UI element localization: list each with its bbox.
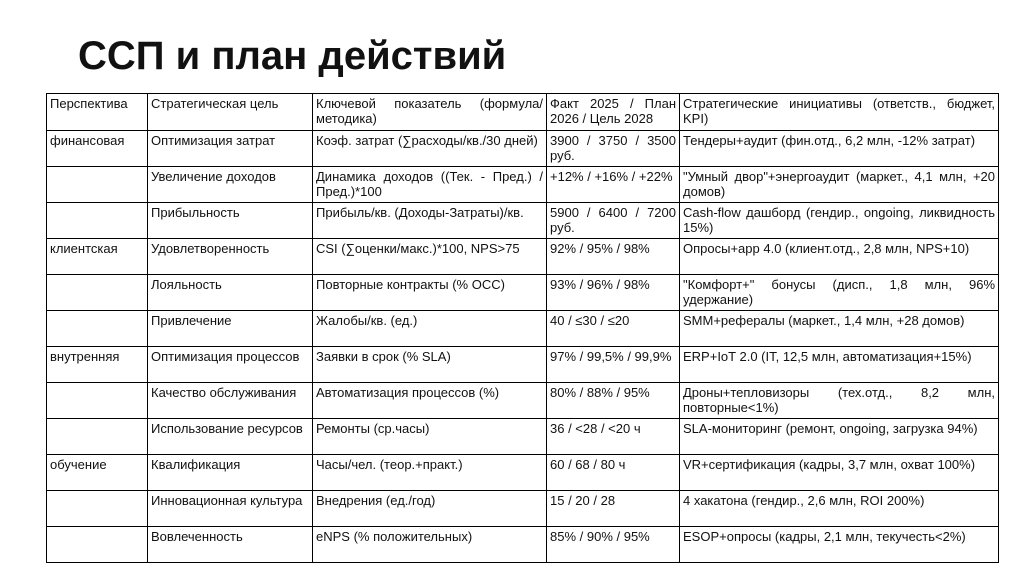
table-cell: 85% / 90% / 95% <box>546 526 680 563</box>
table-cell: Увеличение доходов <box>147 166 313 203</box>
header-cell: Ключевой показатель (формула/методика) <box>312 93 547 131</box>
table-cell: Лояльность <box>147 274 313 311</box>
table-row: Использование ресурсов Ремонты (ср.часы) 3… <box>46 418 999 455</box>
table-cell: VR+сертификация (кадры, 3,7 млн, охват 1… <box>679 454 999 491</box>
table-cell: +12% / +16% / +22% <box>546 166 680 203</box>
table-cell: Вовлеченность <box>147 526 313 563</box>
header-cell: Стратегические инициативы (ответств., бю… <box>679 93 999 131</box>
table-cell: 40 / ≤30 / ≤20 <box>546 310 680 347</box>
table-cell: 92% / 95% / 98% <box>546 238 680 275</box>
table-cell: SLA-мониторинг (ремонт, ongoing, загрузк… <box>679 418 999 455</box>
table-cell: 15 / 20 / 28 <box>546 490 680 527</box>
table-cell: Дроны+тепловизоры (тех.отд., 8,2 млн, по… <box>679 382 999 419</box>
table-cell: eNPS (% положительных) <box>312 526 547 563</box>
table-cell: "Комфорт+" бонусы (дисп., 1,8 млн, 96% у… <box>679 274 999 311</box>
table-cell: Инновационная культура <box>147 490 313 527</box>
table-cell: Квалификация <box>147 454 313 491</box>
table-cell: CSI (∑оценки/макс.)*100, NPS>75 <box>312 238 547 275</box>
table-cell: Привлечение <box>147 310 313 347</box>
table-cell: Динамика доходов ((Тек. - Пред.) / Пред.… <box>312 166 547 203</box>
table-cell: 36 / <28 / <20 ч <box>546 418 680 455</box>
table-cell <box>46 418 148 455</box>
table-cell: Заявки в срок (% SLA) <box>312 346 547 383</box>
table-cell: Жалобы/кв. (ед.) <box>312 310 547 347</box>
table-cell: финансовая <box>46 130 148 167</box>
table-cell <box>46 490 148 527</box>
table-cell: Использование ресурсов <box>147 418 313 455</box>
table-cell: "Умный двор"+энергоаудит (маркет., 4,1 м… <box>679 166 999 203</box>
header-cell: Факт 2025 / План 2026 / Цель 2028 <box>546 93 680 131</box>
table-cell: Качество обслуживания <box>147 382 313 419</box>
table-cell: Повторные контракты (% ОСС) <box>312 274 547 311</box>
table-cell <box>46 382 148 419</box>
table-cell: 97% / 99,5% / 99,9% <box>546 346 680 383</box>
table-cell: 93% / 96% / 98% <box>546 274 680 311</box>
table-cell <box>46 166 148 203</box>
table-cell: ESOP+опросы (кадры, 2,1 млн, текучесть<2… <box>679 526 999 563</box>
table-cell: Часы/чел. (теор.+практ.) <box>312 454 547 491</box>
header-cell: Стратегическая цель <box>147 93 313 131</box>
table-cell <box>46 526 148 563</box>
table-cell: 4 хакатона (гендир., 2,6 млн, ROI 200%) <box>679 490 999 527</box>
table-cell: Оптимизация затрат <box>147 130 313 167</box>
table-cell: Ремонты (ср.часы) <box>312 418 547 455</box>
table-cell: 3900 / 3750 / 3500 руб. <box>546 130 680 167</box>
table-cell: клиентская <box>46 238 148 275</box>
header-cell: Перспектива <box>46 93 148 131</box>
table-row: Качество обслуживания Автоматизация проце… <box>46 382 999 419</box>
table-row: Привлечение Жалобы/кв. (ед.) 40 / ≤30 / ≤2… <box>46 310 999 347</box>
table-row: клиентская Удовлетворенность CSI (∑оценки/… <box>46 238 999 275</box>
table-cell: Удовлетворенность <box>147 238 313 275</box>
table-cell <box>46 202 148 239</box>
table-cell: Cash-flow дашборд (гендир., ongoing, лик… <box>679 202 999 239</box>
table-cell: Прибыльность <box>147 202 313 239</box>
table-cell: Автоматизация процессов (%) <box>312 382 547 419</box>
table-cell: Опросы+app 4.0 (клиент.отд., 2,8 млн, NP… <box>679 238 999 275</box>
table-cell: Оптимизация процессов <box>147 346 313 383</box>
table-cell: Прибыль/кв. (Доходы-Затраты)/кв. <box>312 202 547 239</box>
table-row: финансовая Оптимизация затрат Коэф. затрат… <box>46 130 999 167</box>
table-row: Инновационная культура Внедрения (ед./год… <box>46 490 999 527</box>
table-cell: 5900 / 6400 / 7200 руб. <box>546 202 680 239</box>
table-row: Лояльность Повторные контракты (% ОСС) 93%… <box>46 274 999 311</box>
table-cell: Коэф. затрат (∑расходы/кв./30 дней) <box>312 130 547 167</box>
table-cell <box>46 274 148 311</box>
table-cell: Внедрения (ед./год) <box>312 490 547 527</box>
table-cell: внутренняя <box>46 346 148 383</box>
slide-title: ССП и план действий <box>78 34 507 78</box>
table-cell: 80% / 88% / 95% <box>546 382 680 419</box>
table-row: Увеличение доходов Динамика доходов ((Тек… <box>46 166 999 203</box>
table-cell: SMM+рефералы (маркет., 1,4 млн, +28 домо… <box>679 310 999 347</box>
table-row: внутренняя Оптимизация процессов Заявки в … <box>46 346 999 383</box>
table-cell: Тендеры+аудит (фин.отд., 6,2 млн, -12% з… <box>679 130 999 167</box>
table-cell: обучение <box>46 454 148 491</box>
table-row: Прибыльность Прибыль/кв. (Доходы-Затраты)… <box>46 202 999 239</box>
strategy-table: Перспектива Стратегическая цель Ключевой п… <box>46 93 999 563</box>
table-row: Вовлеченность eNPS (% положительных) 85% /… <box>46 526 999 563</box>
table-cell: ERP+IoT 2.0 (IT, 12,5 млн, автоматизация… <box>679 346 999 383</box>
table-row: обучение Квалификация Часы/чел. (теор.+пра… <box>46 454 999 491</box>
header-row: Перспектива Стратегическая цель Ключевой п… <box>46 93 999 131</box>
table-cell: 60 / 68 / 80 ч <box>546 454 680 491</box>
table-cell <box>46 310 148 347</box>
